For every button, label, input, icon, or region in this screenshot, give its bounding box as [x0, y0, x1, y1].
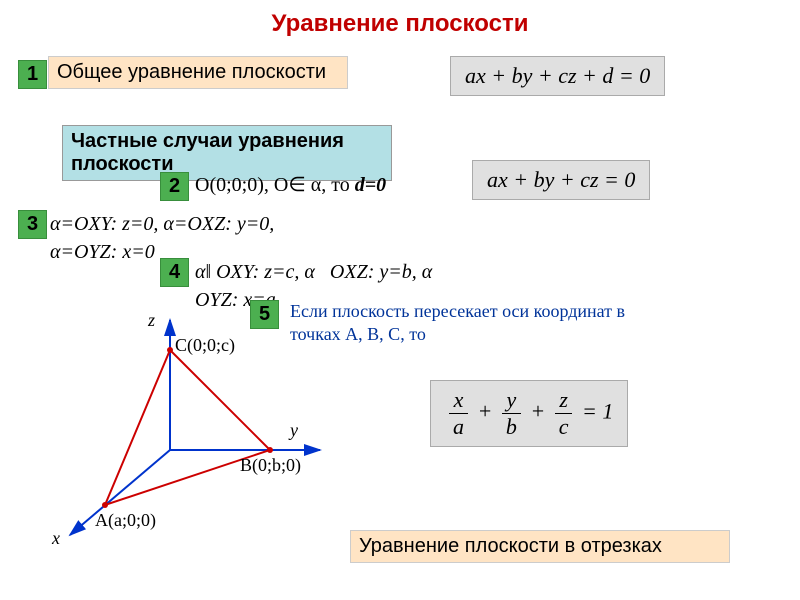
box-general-eq-text: Общее уравнение плоскости: [57, 61, 326, 83]
eq2-text: ax + by + cz = 0: [487, 167, 635, 192]
eq3-rhs: = 1: [582, 399, 613, 424]
point-c: [167, 347, 173, 353]
page-title: Уравнение плоскости: [0, 0, 800, 38]
badge-4: 4: [160, 258, 189, 287]
label-x: x: [52, 528, 60, 549]
plus-2: +: [530, 399, 545, 424]
frac3-num: z: [555, 387, 573, 414]
frac2-den: b: [502, 414, 521, 440]
label-B: B(0;b;0): [240, 455, 301, 476]
coord-diagram: z y x C(0;0;c) B(0;b;0) A(a;0;0): [40, 310, 340, 570]
frac-2: y b: [502, 387, 521, 440]
plus-1: +: [478, 399, 493, 424]
box-segment-eq: Уравнение плоскости в отрезках: [350, 530, 730, 563]
badge-2: 2: [160, 172, 189, 201]
equation-1: ax + by + cz + d = 0: [450, 56, 665, 96]
label-C: C(0;0;c): [175, 335, 235, 356]
box-general-eq: Общее уравнение плоскости: [48, 56, 348, 89]
label-z: z: [148, 310, 155, 331]
box-special-cases-text: Частные случаи уравнения плоскости: [71, 130, 344, 175]
label-y: y: [290, 420, 298, 441]
eq1-text: ax + by + cz + d = 0: [465, 63, 650, 88]
badge-1: 1: [18, 60, 47, 89]
line-2: O(0;0;0), O∈ α, то d=0: [195, 172, 386, 197]
point-b: [267, 447, 273, 453]
frac1-num: x: [449, 387, 468, 414]
point-a: [102, 502, 108, 508]
frac3-den: c: [555, 414, 573, 440]
badge-3: 3: [18, 210, 47, 239]
line3-text: α=OXY: z=0, α=OXZ: y=0,α=OYZ: x=0: [50, 213, 274, 263]
line-5: Если плоскость пересекает оси координат …: [290, 300, 630, 347]
frac-1: x a: [449, 387, 468, 440]
frac-3: z c: [555, 387, 573, 440]
equation-3: x a + y b + z c = 1: [430, 380, 628, 447]
line2-prefix: O(0;0;0), O∈ α, то: [195, 174, 355, 196]
frac1-den: a: [449, 414, 468, 440]
triangle-abc: [105, 350, 270, 505]
box-segment-eq-text: Уравнение плоскости в отрезках: [359, 535, 662, 557]
frac2-num: y: [502, 387, 521, 414]
label-A: A(a;0;0): [95, 510, 156, 531]
equation-2: ax + by + cz = 0: [472, 160, 650, 200]
line2-suffix: d=0: [355, 174, 386, 196]
